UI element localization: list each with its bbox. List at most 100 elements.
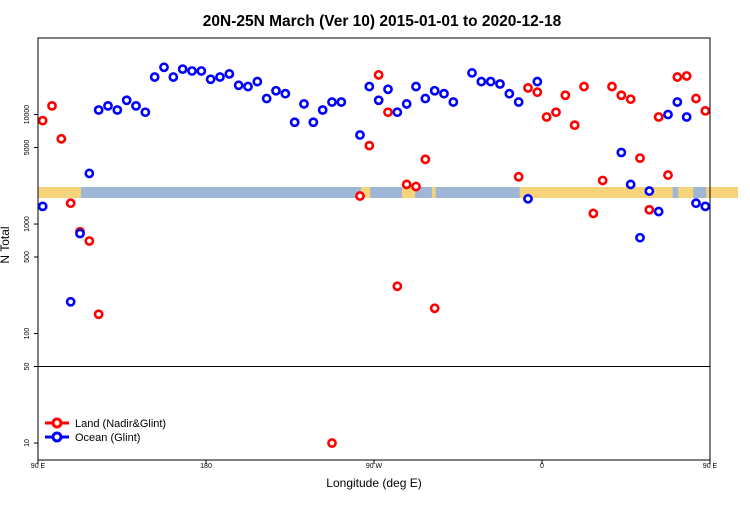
- legend-item-land: Land (Nadir&Glint): [45, 417, 166, 430]
- data-point: [439, 88, 449, 99]
- data-point: [401, 99, 412, 109]
- legend-label-ocean: Ocean (Glint): [75, 432, 140, 444]
- data-point: [355, 130, 365, 140]
- data-point: [532, 76, 543, 87]
- y-axis-label: N Total: [0, 226, 12, 263]
- legend-item-ocean: Ocean (Glint): [45, 431, 140, 444]
- data-point: [504, 88, 515, 99]
- legend-marker-land: [51, 417, 63, 429]
- data-point: [93, 309, 104, 320]
- data-point: [635, 232, 645, 243]
- data-point: [121, 95, 132, 106]
- data-point: [495, 79, 505, 89]
- x-axis-label: Longitude (deg E): [326, 476, 421, 490]
- land-segment: [38, 187, 65, 198]
- data-point: [551, 107, 561, 118]
- legend-marker-ocean: [51, 431, 63, 443]
- data-point: [187, 66, 197, 76]
- data-point: [467, 68, 477, 78]
- data-point: [653, 206, 664, 217]
- data-point: [65, 198, 76, 209]
- map-band: [38, 187, 738, 198]
- data-point: [420, 154, 431, 165]
- land-segment: [706, 187, 716, 198]
- data-point: [103, 100, 113, 111]
- data-point: [691, 93, 701, 104]
- data-point: [373, 70, 384, 80]
- x-tick-label: 90 E: [31, 463, 46, 470]
- data-point: [364, 81, 375, 92]
- land-segment: [64, 187, 81, 198]
- data-point: [299, 99, 309, 109]
- data-point: [327, 438, 337, 448]
- land-segment: [715, 187, 738, 198]
- data-point: [429, 85, 440, 96]
- data-point: [700, 201, 711, 212]
- data-point: [112, 105, 123, 115]
- legend: Land (Nadir&Glint) Ocean (Glint): [45, 417, 166, 444]
- data-point: [289, 117, 300, 128]
- data-point: [588, 208, 599, 219]
- data-point: [644, 186, 655, 196]
- data-point: [429, 303, 440, 314]
- data-point: [616, 147, 627, 158]
- data-point: [65, 296, 76, 307]
- ocean-band: [38, 187, 710, 198]
- y-tick-label: 100: [24, 328, 31, 340]
- data-point: [205, 74, 216, 85]
- data-point: [224, 69, 235, 79]
- land-segment: [519, 187, 673, 198]
- data-point: [308, 117, 319, 128]
- series-land: [37, 70, 711, 448]
- y-tick-label: 500: [24, 251, 31, 263]
- data-point: [271, 85, 281, 96]
- data-point: [383, 107, 393, 118]
- data-point: [597, 175, 608, 186]
- data-point: [355, 191, 365, 201]
- data-point: [663, 170, 673, 180]
- data-point: [280, 88, 291, 99]
- data-point: [159, 62, 169, 73]
- data-point: [420, 93, 431, 104]
- data-point: [196, 66, 207, 76]
- data-point: [149, 72, 160, 82]
- x-tick-label: 90 W: [366, 463, 383, 470]
- data-point: [37, 201, 48, 212]
- data-point: [140, 107, 151, 118]
- y-tick-label: 5000: [24, 140, 31, 156]
- data-point: [383, 84, 393, 95]
- data-point: [93, 105, 104, 115]
- data-point: [513, 97, 524, 107]
- plot-frame: [37, 37, 711, 461]
- data-point: [177, 64, 188, 74]
- data-point: [672, 97, 683, 107]
- data-point: [317, 105, 328, 115]
- data-points: [37, 62, 711, 448]
- data-point: [47, 100, 57, 111]
- data-point: [476, 76, 487, 87]
- data-point: [663, 109, 673, 120]
- data-point: [700, 105, 711, 116]
- series-ocean: [37, 62, 711, 307]
- data-point: [411, 181, 421, 192]
- data-point: [625, 179, 636, 190]
- data-point: [215, 72, 225, 82]
- data-point: [336, 97, 347, 107]
- data-point: [75, 228, 85, 239]
- data-point: [448, 97, 459, 107]
- data-point: [243, 81, 253, 92]
- data-point: [653, 112, 664, 122]
- data-point: [131, 100, 141, 111]
- x-tick-label: 90 E: [703, 463, 718, 470]
- data-point: [681, 112, 692, 122]
- data-point: [541, 112, 552, 122]
- axes: 90 E 180 90 W 0 90 E 10 50 100 500 1000 5000 10000: [24, 105, 718, 470]
- data-point: [252, 76, 263, 87]
- chart-title: 20N-25N March (Ver 10) 2015-01-01 to 202…: [203, 13, 562, 30]
- data-point: [168, 72, 179, 82]
- data-point: [233, 80, 244, 91]
- data-point: [327, 97, 337, 107]
- data-point: [392, 107, 403, 118]
